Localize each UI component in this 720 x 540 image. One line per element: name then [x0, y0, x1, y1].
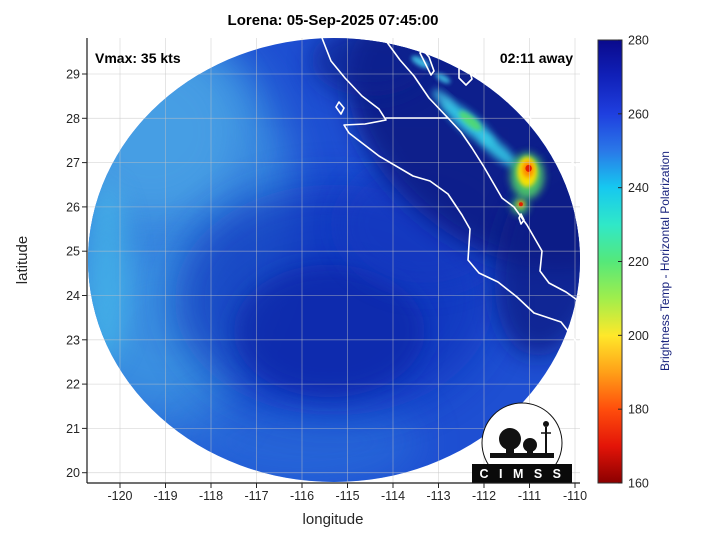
grid-lines: [87, 38, 580, 483]
y-tick-label: 20: [66, 466, 80, 480]
tb-field-blob: [311, 38, 430, 97]
colorbar-tick-label: 220: [628, 255, 649, 269]
x-axis-label: longitude: [303, 511, 364, 528]
x-tick-label: -113: [426, 489, 450, 503]
brightness-temp-image: [88, 38, 580, 482]
y-tick-label: 25: [66, 245, 80, 259]
tb-field-blob: [88, 184, 130, 362]
cimss-logo-radome-large-base: [506, 448, 514, 455]
y-tick-label: 29: [66, 68, 80, 82]
y-tick-label: 24: [66, 289, 80, 303]
x-tick-label: -118: [199, 489, 223, 503]
tb-field-blob: [432, 89, 454, 109]
y-tick-label: 22: [66, 378, 80, 392]
cimss-logo-ground: [490, 453, 554, 458]
coastline-mainland-mexico: [458, 37, 581, 171]
y-axis-label: latitude: [14, 236, 31, 284]
coastline-baja-gulf: [383, 37, 581, 303]
island-angel-de-la-guarda: [419, 49, 435, 76]
cimss-logo-radome-small: [523, 438, 537, 452]
colorbar-tick-label: 280: [628, 34, 649, 48]
colorbar: 160 180 200 220 240 260 280 Brightness Temp - …: [597, 34, 672, 491]
y-tick-label: 26: [66, 200, 80, 214]
y-tick-label: 23: [66, 333, 80, 347]
x-tick-label: -111: [518, 489, 541, 503]
tb-field-blob: [518, 202, 523, 207]
colorbar-tick-label: 240: [628, 181, 649, 195]
plot-title: Lorena: 05-Sep-2025 07:45:00: [228, 12, 439, 29]
y-tick-label: 28: [66, 112, 80, 126]
colorbar-tick-label: 200: [628, 329, 649, 343]
cimss-logo: C I M S S: [472, 402, 572, 484]
tb-field-blob: [411, 55, 430, 69]
y-tick-label: 27: [66, 156, 80, 170]
tb-field-blob: [525, 164, 532, 172]
eta-annotation: 02:11 away: [500, 50, 573, 66]
cimss-logo-band: [472, 464, 572, 483]
cimss-logo-radome-large: [499, 428, 521, 450]
x-tick-label: -117: [244, 489, 268, 503]
island-carmen: [518, 213, 525, 225]
axes: -120 -119 -118 -117 -116 -115 -114 -113 -112 -111…: [14, 38, 587, 528]
island-cedros: [335, 101, 345, 115]
coastlines: [321, 37, 581, 346]
colorbar-ticks: 160 180 200 220 240 260 280: [618, 34, 649, 491]
tb-field-blob: [88, 43, 243, 221]
island-tiburon: [458, 65, 473, 86]
tb-field-blob: [459, 111, 482, 131]
vmax-annotation: Vmax: 35 kts: [95, 50, 181, 66]
x-tick-label: -110: [563, 489, 587, 503]
cimss-logo-radome-small-base: [527, 450, 533, 455]
tb-field-blob: [478, 133, 517, 167]
x-tick-label: -112: [472, 489, 496, 503]
cimss-logo-text: C I M S S: [480, 467, 565, 481]
tb-field-blob: [233, 264, 425, 398]
colorbar-tick-label: 180: [628, 403, 649, 417]
x-tick-label: -120: [107, 489, 132, 503]
colorbar-label: Brightness Temp - Horizontal Polarizatio…: [658, 151, 672, 371]
x-tick-label: -114: [381, 489, 405, 503]
colorbar-tick-label: 260: [628, 107, 649, 121]
x-tick-labels: -120 -119 -118 -117 -116 -115 -114 -113 -112 -111…: [107, 489, 587, 503]
tick-marks: [82, 73, 576, 488]
x-tick-label: -115: [335, 489, 359, 503]
coastline-baja-pacific: [321, 37, 581, 346]
x-tick-label: -116: [290, 489, 314, 503]
y-tick-labels: 20 21 22 23 24 25 26 27 28 29: [66, 68, 80, 481]
tb-field-blob: [435, 73, 451, 84]
colorbar-tick-label: 160: [628, 477, 649, 491]
y-tick-label: 21: [66, 422, 80, 436]
tb-field: [88, 38, 580, 482]
cimss-logo-antenna-top: [543, 421, 549, 427]
x-tick-label: -119: [153, 489, 177, 503]
